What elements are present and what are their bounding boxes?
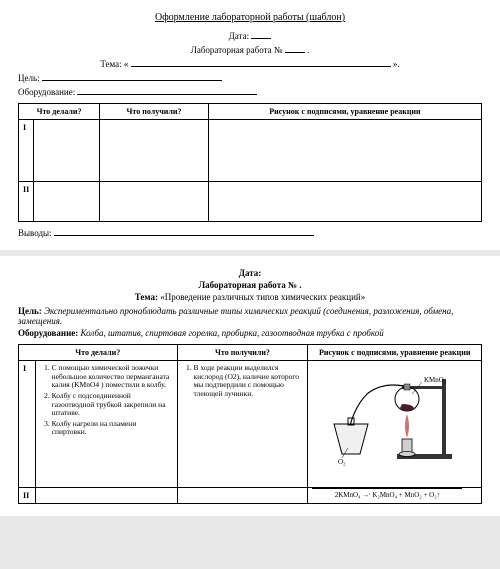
template-sheet: Оформление лабораторной работы (шаблон) … (0, 0, 500, 250)
step-3: Колбу нагрели на пламени спиртовки. (52, 420, 173, 437)
col2-header: Что получили? (100, 104, 209, 120)
col1-header: Что делали? (19, 104, 100, 120)
row-I-pic (208, 120, 481, 182)
col3-header: Рисунок с подписями, уравнение реакции (208, 104, 481, 120)
theme2-line: Тема: «Проведение различных типов химиче… (18, 292, 482, 302)
date2-label: Дата: (18, 268, 482, 278)
work-line: Лабораторная работа № . (18, 43, 482, 55)
template-table: Что делали? Что получили? Рисунок с подп… (18, 103, 482, 222)
theme-suffix: ». (393, 59, 400, 69)
conclusion-line: Выводы: (18, 226, 482, 238)
row-II-got (100, 182, 209, 222)
theme2-value: «Проведение различных типов химических р… (160, 292, 365, 302)
theme-label: Тема: « (100, 59, 128, 69)
theme-line: Тема: « ». (18, 57, 482, 69)
col3-header2: Рисунок с подписями, уравнение реакции (308, 345, 482, 361)
equip2-line: Оборудование: Колба, штатив, спиртовая г… (18, 328, 482, 338)
equip2-label: Оборудование: (18, 328, 78, 338)
work-blank (285, 43, 305, 53)
apparatus-diagram: KMnO₄ O₂ 2KMnO₄ →ᵗ K₂MnO₄ + MnO₂ + O₂↑ (312, 364, 462, 484)
o2-label: O₂ (338, 458, 346, 466)
equip-line: Оборудование: (18, 85, 482, 97)
col2-header2: Что получили? (177, 345, 308, 361)
equip2-value: Колба, штатив, спиртовая горелка, пробир… (81, 328, 384, 338)
row2-I-got: В ходе реакции выделился кислород (O2), … (177, 361, 308, 488)
kmno4-label: KMnO₄ (424, 376, 447, 384)
equip-label: Оборудование: (18, 87, 75, 97)
theme-blank (131, 57, 391, 67)
row-II-num: II (19, 182, 34, 222)
row-II-did (34, 182, 100, 222)
row-I-got (100, 120, 209, 182)
result-1: В ходе реакции выделился кислород (O2), … (194, 364, 304, 399)
filled-sheet: Дата: Лабораторная работа № . Тема: «Про… (0, 256, 500, 516)
conclusion-blank (54, 226, 314, 236)
row-I-num: I (19, 120, 34, 182)
row2-II-got (177, 488, 308, 504)
date-label: Дата: (229, 31, 249, 41)
goal2-value: Экспериментально пронаблюдать различные … (18, 306, 453, 326)
main-title: Оформление лабораторной работы (шаблон) (18, 12, 482, 23)
goal-label: Цель: (18, 73, 40, 83)
row-II-pic (208, 182, 481, 222)
row-I-did (34, 120, 100, 182)
conclusion-label: Выводы: (18, 228, 52, 238)
row2-II-did (35, 488, 177, 504)
date-line: Дата: (18, 29, 482, 41)
goal-blank (42, 71, 222, 81)
work-suffix: . (307, 45, 309, 55)
row2-II-num: II (19, 488, 36, 504)
goal-line: Цель: (18, 71, 482, 83)
goal2-line: Цель: Экспериментально пронаблюдать разл… (18, 306, 482, 326)
date-blank (251, 29, 271, 39)
row2-I-did: С помощью химической ложечки небольшое к… (35, 361, 177, 488)
row2-I-num: I (19, 361, 36, 488)
equip-blank (77, 85, 257, 95)
work-label: Лабораторная работа № (191, 45, 283, 55)
step-2: Колбу с подсоединенной газоотводной труб… (52, 392, 173, 418)
col1-header2: Что делали? (19, 345, 178, 361)
row2-I-pic: KMnO₄ O₂ 2KMnO₄ →ᵗ K₂MnO₄ + MnO₂ + O₂↑ (308, 361, 482, 488)
equation: 2KMnO₄ →ᵗ K₂MnO₄ + MnO₂ + O₂↑ (312, 488, 462, 499)
theme2-label: Тема: (135, 292, 158, 302)
filled-table: Что делали? Что получили? Рисунок с подп… (18, 344, 482, 504)
goal2-label: Цель: (18, 306, 42, 316)
step-1: С помощью химической ложечки небольшое к… (52, 364, 173, 390)
work2-label: Лабораторная работа № . (18, 280, 482, 290)
